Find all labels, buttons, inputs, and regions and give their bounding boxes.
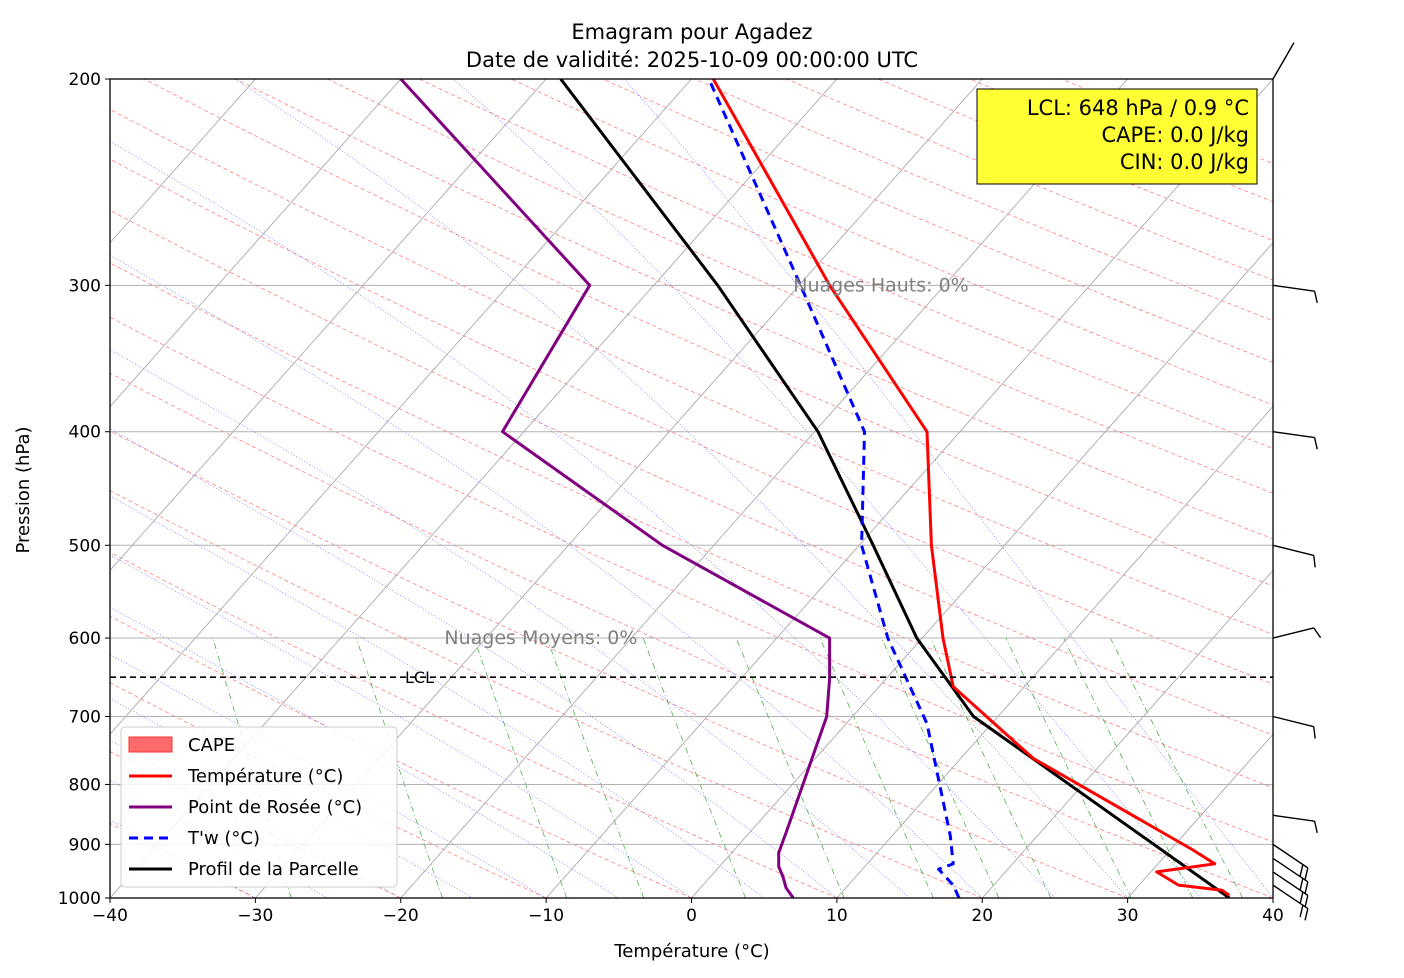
- x-tick-label: −10: [528, 906, 564, 926]
- legend-label: CAPE: [188, 735, 235, 756]
- mixing-ratio-line: [1110, 637, 1243, 898]
- chart-subtitle: Date de validité: 2025-10-09 00:00:00 UT…: [466, 48, 918, 72]
- x-tick-label: 20: [971, 906, 993, 926]
- x-tick-label: 10: [826, 906, 848, 926]
- dry-adiabat: [235, 79, 1273, 540]
- dry-adiabat: [602, 79, 1273, 363]
- lcl-label: LCL: [405, 668, 434, 687]
- y-tick-label: 800: [69, 775, 101, 795]
- y-tick-label: 500: [69, 536, 101, 556]
- dry-adiabat: [110, 615, 692, 898]
- legend-label: Température (°C): [187, 766, 343, 787]
- wind-barb-feather: [1304, 908, 1309, 921]
- mixing-ratio-line: [1063, 637, 1194, 898]
- wind-barb-shaft: [1272, 871, 1309, 896]
- wind-barb-feather: [1299, 905, 1304, 918]
- info-cin: CIN: 0.0 J/kg: [1120, 150, 1249, 174]
- wind-barb-shaft: [1272, 431, 1315, 439]
- x-tick-label: −20: [383, 906, 419, 926]
- x-tick-label: 30: [1117, 906, 1139, 926]
- wind-barb-shaft: [1272, 284, 1315, 292]
- x-tick-label: −30: [237, 906, 273, 926]
- x-axis: −40 −30 −20 −10 0 10 20 30 40: [92, 898, 1284, 926]
- wind-barb-shaft: [1272, 715, 1314, 728]
- mixing-ratio-line: [735, 637, 845, 898]
- info-cape: CAPE: 0.0 J/kg: [1101, 123, 1249, 147]
- wind-barb-shaft: [1272, 814, 1315, 822]
- legend-label: Point de Rosée (°C): [188, 797, 362, 818]
- isotherm: [110, 79, 402, 408]
- wind-barb-feather: [1313, 555, 1316, 568]
- wind-barb-shaft: [1272, 884, 1309, 910]
- wind-barb-feather: [1304, 895, 1309, 908]
- wind-barb-feather: [1299, 878, 1304, 891]
- dry-adiabat: [110, 490, 983, 898]
- moist-adiabat: [452, 79, 1201, 898]
- moist-adiabat: [110, 349, 910, 898]
- dry-adiabat: [110, 372, 1273, 898]
- isotherm: [1127, 733, 1273, 898]
- wind-barb-feather: [1304, 881, 1309, 894]
- x-tick-label: 40: [1262, 906, 1284, 926]
- x-axis-label: Température (°C): [613, 941, 769, 962]
- x-tick-label: −40: [92, 906, 128, 926]
- legend-swatch-cape: [128, 736, 173, 753]
- wind-barb-feather: [1313, 627, 1322, 639]
- y-axis: 1000 900 800 700 600 500 400 300 200: [58, 70, 110, 909]
- data-series: [399, 79, 1231, 898]
- y-axis-label: Pression (hPa): [13, 426, 34, 553]
- wind-barb-shaft: [1272, 857, 1309, 883]
- wind-barb-feather: [1313, 437, 1318, 450]
- wind-barb-shaft: [1272, 544, 1314, 557]
- wind-barb-feather: [1299, 864, 1304, 877]
- wind-barb-feather: [1299, 891, 1304, 904]
- dry-adiabat: [110, 209, 1273, 736]
- mixing-ratio-line: [819, 637, 934, 898]
- series-point-de-ros-e-c: [399, 79, 832, 898]
- y-tick-label: 1000: [58, 889, 101, 909]
- info-box: LCL: 648 hPa / 0.9 °C CAPE: 0.0 J/kg CIN…: [976, 88, 1258, 185]
- wind-barb-shaft: [1272, 627, 1314, 639]
- series-temp-rature-c: [711, 79, 1231, 897]
- wind-barb-shaft: [1272, 843, 1309, 869]
- y-tick-label: 300: [69, 276, 101, 296]
- chart-title: Emagram pour Agadez: [571, 20, 812, 44]
- y-tick-label: 200: [69, 70, 101, 90]
- wind-barb-feather: [1313, 726, 1316, 739]
- y-tick-label: 600: [69, 629, 101, 649]
- dry-adiabat: [327, 79, 1273, 494]
- annotation-mid-clouds: Nuages Moyens: 0%: [444, 627, 637, 649]
- moist-adiabat: [110, 140, 1056, 898]
- wind-barbs: [1272, 42, 1322, 921]
- isotherm: [110, 79, 547, 572]
- wind-barb-feather: [1304, 867, 1309, 880]
- y-tick-label: 900: [69, 835, 101, 855]
- mixing-ratio-line: [881, 637, 1000, 898]
- annotation-high-clouds: Nuages Hauts: 0%: [793, 274, 969, 296]
- moist-adiabat: [110, 819, 256, 898]
- wind-barb-shaft: [1272, 42, 1295, 80]
- info-box-background: [976, 88, 1258, 185]
- legend: CAPE Température (°C) Point de Rosée (°C) T…: [120, 726, 398, 888]
- legend-label: T'w (°C): [187, 828, 260, 849]
- x-tick-label: 0: [686, 906, 697, 926]
- legend-label: Profil de la Parcelle: [188, 859, 359, 880]
- wind-barb-feather: [1313, 820, 1318, 834]
- y-tick-label: 700: [69, 707, 101, 727]
- y-tick-label: 400: [69, 423, 101, 443]
- lcl-line-group: LCL: [110, 668, 1273, 687]
- wind-barb-feather: [1313, 291, 1318, 304]
- series-profil-de-la-parcelle: [559, 79, 1231, 898]
- info-lcl: LCL: 648 hPa / 0.9 °C: [1027, 96, 1249, 120]
- legend-box: [120, 726, 398, 888]
